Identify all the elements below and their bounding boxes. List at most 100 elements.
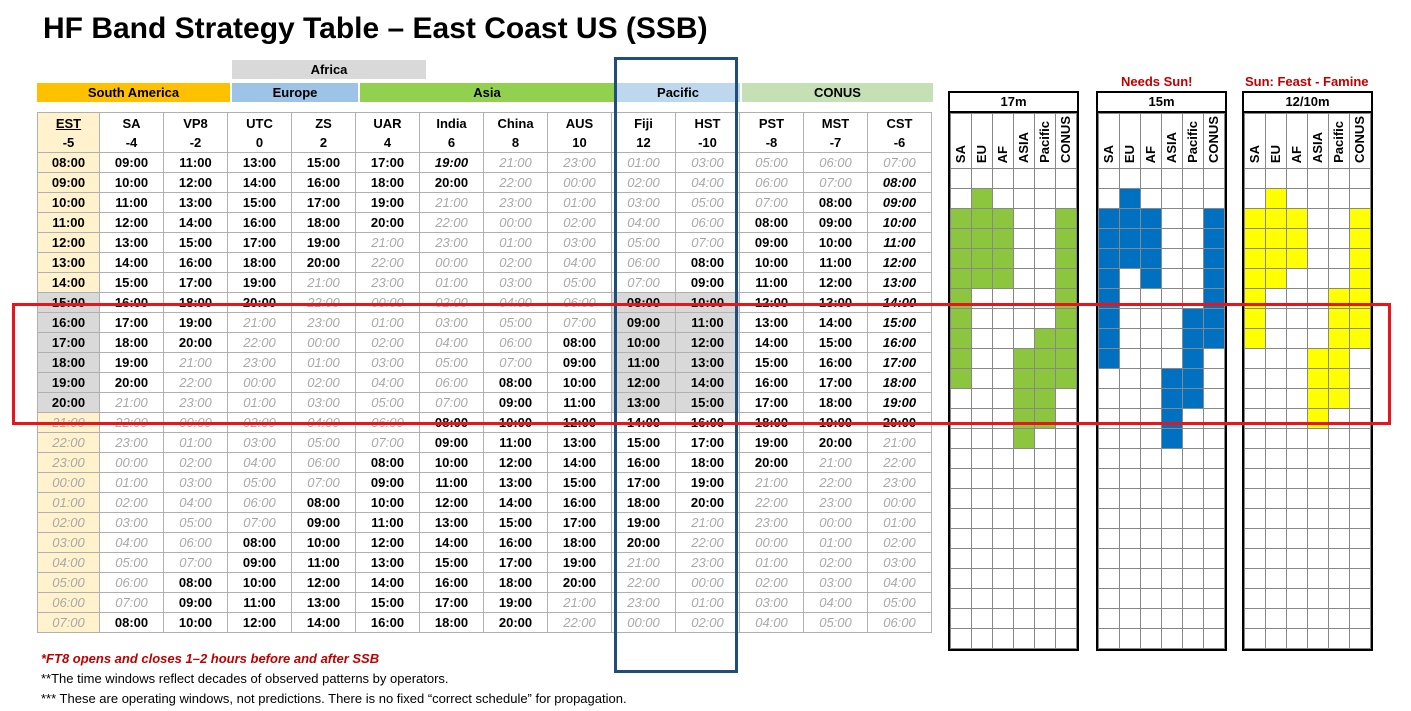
time-row: 16:00 17:00 19:00 21:00 23:00 01:00 03:00 05:00… xyxy=(37,312,932,333)
est-time-cell: 14:00 xyxy=(37,272,100,293)
time-cell: 14:00 xyxy=(803,312,868,333)
time-cell: 08:00 xyxy=(163,572,228,593)
time-cell: 04:00 xyxy=(803,592,868,613)
time-cell: 23:00 xyxy=(419,232,484,253)
time-row: 01:00 02:00 04:00 06:00 08:00 10:00 12:00 14:00… xyxy=(37,492,932,513)
band-row xyxy=(1098,507,1225,529)
time-cell: 11:00 xyxy=(99,192,164,213)
band-cell xyxy=(1055,327,1077,349)
column-header: HST xyxy=(675,112,740,133)
time-cell: 18:00 xyxy=(291,212,356,233)
band-row xyxy=(950,387,1077,409)
region-conus: CONUS xyxy=(742,83,933,102)
band-cell xyxy=(1034,247,1056,269)
band-cell xyxy=(1286,167,1308,189)
est-time-cell: 01:00 xyxy=(37,492,100,513)
time-cell: 23:00 xyxy=(867,472,932,493)
time-cell: 05:00 xyxy=(483,312,548,333)
time-cell: 19:00 xyxy=(291,232,356,253)
band-cell xyxy=(1098,307,1120,329)
band-cell xyxy=(950,267,972,289)
band-cell xyxy=(950,607,972,629)
time-cell: 09:00 xyxy=(291,512,356,533)
time-cell: 03:00 xyxy=(611,192,676,213)
band-cell xyxy=(1034,467,1056,489)
footnote-observed: **The time windows reflect decades of ob… xyxy=(41,671,449,686)
band-cell xyxy=(1203,227,1225,249)
band-cell xyxy=(1203,467,1225,489)
band-column-header: Pacific xyxy=(1328,113,1350,169)
band-row xyxy=(1244,447,1371,469)
time-cell: 16:00 xyxy=(99,292,164,313)
band-column-label: Pacific xyxy=(1331,121,1346,163)
band-row xyxy=(1244,307,1371,329)
time-cell: 10:00 xyxy=(611,332,676,353)
band-cell xyxy=(1119,567,1141,589)
time-cell: 08:00 xyxy=(611,292,676,313)
time-row: 07:00 08:00 10:00 12:00 14:00 16:00 18:00 20:00… xyxy=(37,612,932,633)
band-cell xyxy=(1182,467,1204,489)
band-row xyxy=(1098,247,1225,269)
band-cell xyxy=(1349,587,1371,609)
time-cell: 21:00 xyxy=(547,592,612,613)
band-cell xyxy=(971,607,993,629)
band-cell xyxy=(1244,467,1266,489)
timezone-table: EST SA VP8 UTC ZS UAR India China AUS Fiji HST PST M… xyxy=(37,112,932,633)
band-cell xyxy=(1013,387,1035,409)
time-cell: 02:00 xyxy=(739,572,804,593)
column-header: MST xyxy=(803,112,868,133)
column-header: PST xyxy=(739,112,804,133)
time-cell: 08:00 xyxy=(675,252,740,273)
band-cell xyxy=(1203,267,1225,289)
time-cell: 04:00 xyxy=(739,612,804,633)
band-column-header: CONUS xyxy=(1055,113,1077,169)
band-cell xyxy=(1098,267,1120,289)
footnote-windows: *** These are operating windows, not pre… xyxy=(41,691,627,706)
time-cell: 21:00 xyxy=(483,152,548,173)
time-cell: 12:00 xyxy=(355,532,420,553)
band-cell xyxy=(1265,247,1287,269)
band-cell xyxy=(1034,427,1056,449)
band-cell xyxy=(992,187,1014,209)
band-cell xyxy=(1055,547,1077,569)
band-cell xyxy=(1244,527,1266,549)
time-cell: 15:00 xyxy=(355,592,420,613)
band-cell xyxy=(1098,527,1120,549)
band-cell xyxy=(1328,567,1350,589)
band-cell xyxy=(992,447,1014,469)
band-cell xyxy=(1328,207,1350,229)
time-cell: 11:00 xyxy=(355,512,420,533)
time-row: 11:00 12:00 14:00 16:00 18:00 20:00 22:00 00:00… xyxy=(37,212,932,233)
time-cell: 22:00 xyxy=(803,472,868,493)
band-cell xyxy=(950,427,972,449)
band-cell xyxy=(1182,607,1204,629)
band-cell xyxy=(950,167,972,189)
column-header: EST xyxy=(37,112,100,133)
band-row xyxy=(1098,187,1225,209)
band-cell xyxy=(1055,447,1077,469)
band-cell xyxy=(1013,427,1035,449)
time-cell: 17:00 xyxy=(291,192,356,213)
band-cell xyxy=(971,207,993,229)
band-cell xyxy=(1140,247,1162,269)
time-cell: 03:00 xyxy=(227,432,292,453)
highlight-window-box xyxy=(12,303,1391,425)
band-cell xyxy=(1161,227,1183,249)
time-cell: 23:00 xyxy=(547,152,612,173)
time-row: 20:00 21:00 23:00 01:00 03:00 05:00 07:00 09:00… xyxy=(37,392,932,413)
time-cell: 02:00 xyxy=(163,452,228,473)
band-cell xyxy=(1055,247,1077,269)
band-cell xyxy=(1182,207,1204,229)
time-cell: 09:00 xyxy=(483,392,548,413)
band-cell xyxy=(992,567,1014,589)
band-cell xyxy=(1349,447,1371,469)
time-cell: 07:00 xyxy=(867,152,932,173)
band-cell xyxy=(1328,627,1350,649)
time-cell: 19:00 xyxy=(483,592,548,613)
band-cell xyxy=(1055,307,1077,329)
band-cell xyxy=(1349,547,1371,569)
est-time-cell: 00:00 xyxy=(37,472,100,493)
band-cell xyxy=(1034,527,1056,549)
time-cell: 22:00 xyxy=(547,612,612,633)
time-cell: 23:00 xyxy=(675,552,740,573)
